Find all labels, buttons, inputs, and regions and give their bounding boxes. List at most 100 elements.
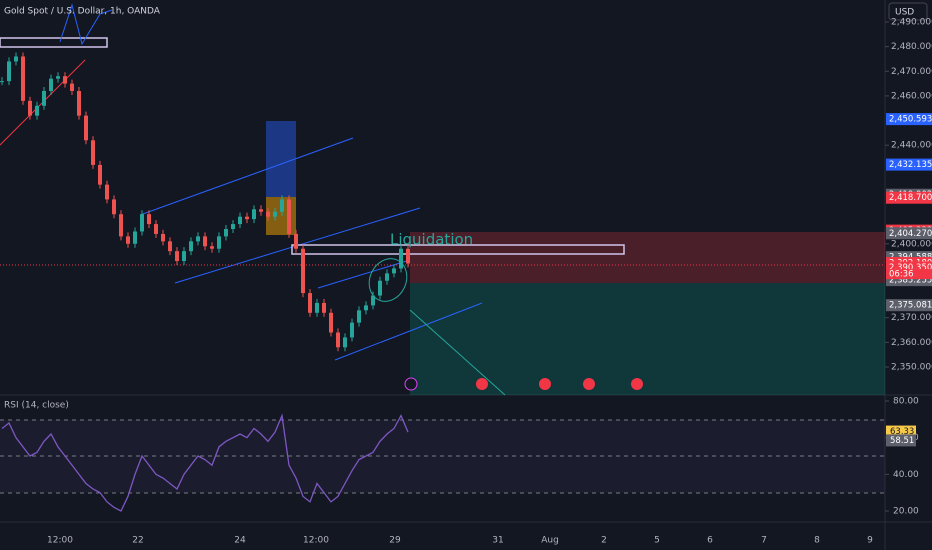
candle-body (63, 76, 67, 84)
candle-body (364, 305, 368, 311)
candle-body (42, 91, 46, 106)
candle-body (301, 248, 305, 294)
candle-body (91, 140, 95, 165)
channel-line (139, 137, 354, 216)
candle-body (280, 199, 284, 212)
price-tag-label: 2,432.135 (889, 160, 932, 170)
candle-body (203, 236, 207, 247)
time-label: 5 (654, 536, 660, 546)
candle-body (56, 76, 60, 79)
time-label: 31 (492, 536, 503, 546)
candle-body (217, 236, 221, 249)
candle-body (399, 248, 403, 269)
time-label: 9 (867, 536, 873, 546)
candle-body (343, 337, 347, 348)
candle-body (245, 216, 249, 220)
event-icon[interactable] (476, 378, 488, 390)
candle-body (224, 229, 228, 237)
currency-button[interactable] (888, 2, 928, 21)
channel-line (317, 259, 411, 289)
candle-body (231, 224, 235, 229)
countdown-bg (886, 269, 932, 280)
stop-zone (410, 232, 885, 283)
candle-body (308, 293, 312, 313)
countdown: 06:36 (889, 270, 914, 280)
projection-line (409, 309, 506, 396)
price-tick-label: 2,470.000 (891, 67, 932, 77)
price-tag (886, 299, 932, 312)
zone-rect (0, 37, 108, 48)
event-icon[interactable] (404, 377, 418, 391)
pattern-line (59, 3, 113, 46)
event-icon[interactable] (583, 378, 595, 390)
candle-body (77, 91, 81, 116)
price-tag (886, 191, 932, 204)
candle-body (287, 199, 291, 234)
price-tag-label: 2,404.270 (889, 229, 932, 239)
candle-body (182, 251, 186, 262)
rsi-title: RSI (14, close) (4, 401, 69, 411)
candle-body (0, 81, 4, 83)
rsi-line (1, 413, 409, 512)
event-icon[interactable] (631, 378, 643, 390)
time-label: 6 (707, 536, 713, 546)
price-tag (886, 113, 932, 126)
time-label: 29 (389, 536, 401, 546)
candle-body (378, 280, 382, 296)
price-tick-label: 2,360.000 (891, 338, 932, 348)
candle-body (371, 295, 375, 306)
rsi-tick-label: 40.00 (893, 470, 919, 480)
price-tag-label: 2,375.081 (889, 301, 932, 311)
candle-body (105, 184, 109, 200)
currency-label[interactable]: USD (895, 8, 914, 18)
price-tick-label: 2,400.000 (891, 239, 932, 249)
rsi-tag (886, 434, 916, 447)
candle-body (189, 241, 193, 252)
candle-body (168, 241, 172, 252)
price-tag (886, 227, 932, 240)
time-label: 24 (234, 536, 246, 546)
candle-body (392, 268, 396, 274)
candle-body (329, 312, 333, 333)
candle-body (84, 115, 88, 141)
rsi-tick-label: 20.00 (893, 507, 919, 517)
highlight-ellipse (368, 258, 408, 302)
rsi-tick-label: 80.00 (893, 397, 919, 407)
candle-body (238, 216, 242, 225)
candle-body (49, 78, 53, 91)
candle-body (14, 56, 18, 62)
time-label: 8 (814, 536, 820, 546)
zone-rect (291, 244, 625, 255)
candle-body (147, 214, 151, 225)
candle-body (259, 209, 263, 212)
candle-body (154, 224, 158, 234)
channel-line (334, 302, 483, 361)
rsi-tag-label: 63.33 (890, 427, 914, 437)
candle-body (266, 211, 270, 217)
candle-body (357, 310, 361, 323)
price-tag-label: 2,418.700 (889, 193, 932, 203)
price-tick-label: 2,350.000 (891, 363, 932, 373)
time-label: Aug (541, 536, 559, 546)
long-box (266, 121, 296, 197)
candle-body (273, 211, 277, 217)
symbol-title: Gold Spot / U.S. Dollar, 1h, OANDA (4, 7, 161, 17)
price-tick-label: 2,480.000 (891, 42, 932, 52)
candle-body (98, 164, 102, 185)
candle-body (196, 236, 200, 242)
candle-body (161, 233, 165, 242)
candle-body (28, 100, 32, 116)
price-tick-label: 2,490.000 (891, 18, 932, 28)
price-tag-label: 2,385.255 (889, 276, 932, 286)
candle-body (406, 248, 410, 264)
event-icon[interactable] (539, 378, 551, 390)
candle-body (7, 61, 11, 82)
price-tag-label: 2,450.593 (889, 115, 932, 125)
candle-body (315, 302, 319, 313)
time-label: 7 (761, 536, 767, 546)
time-label: 12:00 (303, 536, 329, 546)
candle-body (175, 251, 179, 262)
candle-body (126, 236, 130, 244)
target-zone (410, 283, 885, 395)
